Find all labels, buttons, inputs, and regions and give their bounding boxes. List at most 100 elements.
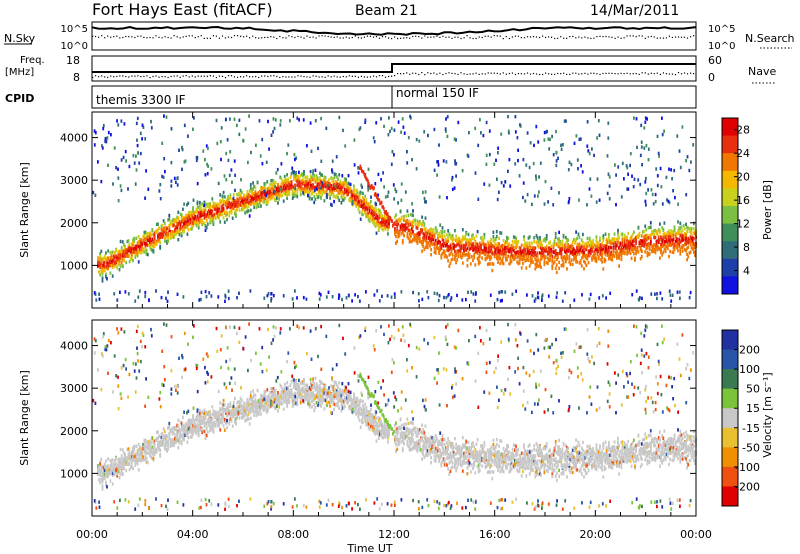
power-echo-cell: [368, 202, 371, 207]
nave-point: [487, 72, 489, 74]
power-echo-cell: [311, 176, 313, 180]
power-echo-cell: [276, 189, 278, 193]
power-echo-cell: [149, 245, 151, 250]
power-echo-cell: [422, 238, 425, 242]
power-echo-cell: [230, 168, 233, 172]
power-echo-cell: [552, 245, 555, 249]
power-echo-cell: [557, 237, 559, 241]
power-echo-cell: [442, 159, 445, 163]
power-echo-cell: [248, 114, 250, 118]
power-echo-cell: [115, 249, 117, 253]
power-echo-cell: [568, 245, 571, 249]
power-echo-cell: [527, 258, 530, 262]
power-echo-cell: [287, 143, 290, 147]
power-echo-cell: [589, 251, 592, 256]
power-echo-cell: [659, 166, 662, 171]
power-echo-cell: [616, 243, 618, 248]
power-echo-cell: [142, 238, 145, 243]
power-echo-cell: [561, 247, 564, 251]
power-echo-cell: [659, 222, 661, 226]
power-echo-cell: [678, 242, 681, 247]
power-echo-cell: [563, 249, 566, 254]
freq-unit-label: [MHz]: [5, 67, 34, 78]
power-echo-cell: [678, 244, 681, 249]
power-echo-cell: [586, 144, 589, 148]
power-echo-cell: [647, 188, 649, 192]
power-echo-cell: [300, 172, 303, 176]
velocity-echo-cell: [114, 464, 116, 468]
velocity-echo-cell: [111, 471, 114, 476]
power-echo-cell: [557, 242, 559, 247]
power-echo-cell: [400, 182, 403, 186]
nsearch-point: [306, 35, 308, 37]
power-echo-cell: [438, 247, 440, 252]
power-echo-cell: [272, 190, 275, 194]
power-echo-cell: [625, 246, 627, 251]
power-echo-cell: [136, 138, 138, 142]
power-echo-cell: [603, 257, 606, 261]
power-echo-cell: [185, 221, 188, 226]
velocity-echo-cell: [101, 464, 104, 469]
nave-point: [424, 74, 426, 76]
power-echo-cell: [415, 137, 418, 142]
velocity-echo-cell: [100, 474, 103, 478]
power-echo-cell: [171, 224, 174, 228]
power-echo-cell: [125, 254, 128, 258]
nave-point: [493, 72, 495, 74]
power-echo-cell: [203, 203, 206, 208]
power-echo-cell: [223, 200, 226, 204]
velocity-echo-cell: [114, 459, 116, 463]
power-echo-cell: [501, 298, 503, 303]
power-echo-cell: [474, 292, 477, 296]
power-echo-cell: [343, 196, 346, 201]
power-echo-cell: [249, 289, 252, 293]
power-echo-cell: [527, 255, 530, 259]
power-echo-cell: [540, 252, 542, 256]
power-echo-cell: [560, 251, 563, 255]
power-echo-cell: [485, 153, 488, 157]
power-echo-cell: [191, 214, 193, 218]
power-echo-cell: [609, 252, 611, 257]
nave-point: [366, 76, 368, 78]
power-echo-cell: [299, 184, 302, 188]
velocity-echo-cell: [117, 465, 120, 470]
power-echo-cell: [666, 231, 669, 236]
power-echo-cell: [367, 182, 370, 186]
power-echo-cell: [481, 236, 483, 241]
power-echo-cell: [569, 249, 572, 254]
power-echo-cell: [168, 228, 171, 233]
power-echo-cell: [609, 291, 612, 295]
velocity-echo-cell: [119, 460, 122, 465]
power-echo-cell: [288, 192, 291, 196]
power-echo-cell: [296, 195, 299, 199]
nave-point: [161, 76, 163, 78]
power-echo-cell: [103, 260, 106, 265]
nsearch-point: [143, 36, 145, 38]
power-echo-cell: [430, 227, 432, 231]
nave-point: [203, 75, 205, 77]
power-echo-cell: [552, 249, 555, 254]
power-echo-cell: [533, 236, 536, 240]
power-echo-cell: [375, 202, 378, 206]
nsearch-point: [218, 37, 220, 39]
power-echo-cell: [515, 251, 517, 255]
power-echo-cell: [304, 183, 307, 188]
power-echo-cell: [169, 220, 172, 224]
power-echo-cell: [488, 250, 490, 254]
power-echo-cell: [439, 244, 442, 248]
power-echo-cell: [362, 206, 364, 210]
power-echo-cell: [631, 232, 634, 237]
power-echo-cell: [145, 242, 148, 246]
power-echo-cell: [455, 138, 457, 142]
power-echo-cell: [208, 202, 210, 206]
power-echo-cell: [517, 254, 520, 258]
power-echo-cell: [522, 181, 525, 185]
power-echo-cell: [672, 234, 675, 239]
power-echo-cell: [244, 197, 247, 201]
power-echo-cell: [676, 231, 678, 236]
power-echo-cell: [457, 249, 460, 253]
power-echo-cell: [142, 125, 145, 129]
nave-point: [593, 72, 595, 74]
power-echo-cell: [417, 231, 420, 235]
power-echo-cell: [102, 257, 105, 262]
